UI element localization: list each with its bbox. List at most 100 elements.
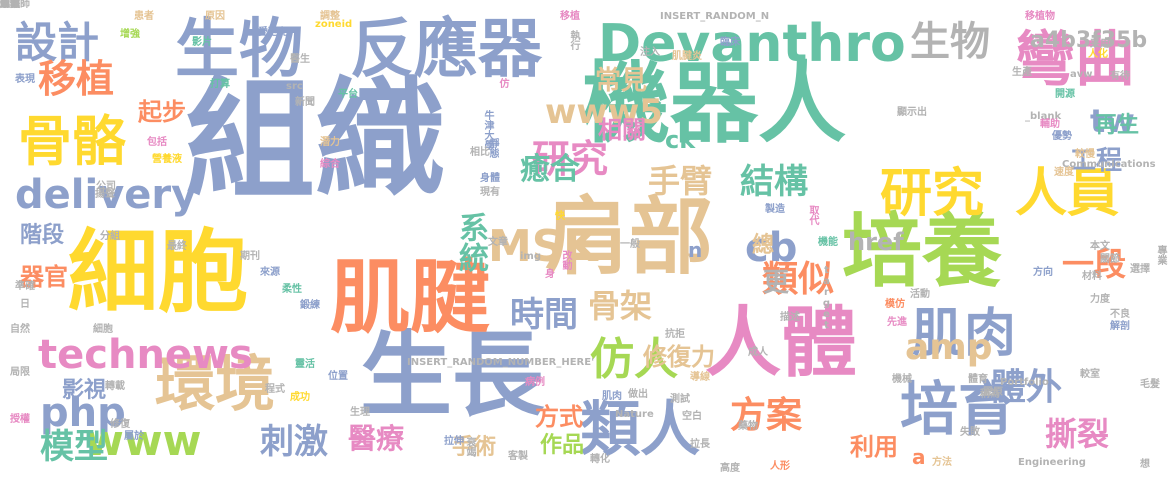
word-cjk-151: 高度 xyxy=(720,463,740,474)
word-cjk-87: 新聞 xyxy=(295,97,315,108)
word-cjk-15: 肌肉 xyxy=(912,304,1017,364)
word-portfolio: Portfolio xyxy=(1000,377,1049,388)
word-cjk-3: 人體 xyxy=(705,298,857,387)
word-cjk-134: 膠原 xyxy=(983,387,1003,398)
word-cjk-96: 牛津大學 xyxy=(482,110,493,150)
word-cjk-102: 身體 xyxy=(480,173,500,184)
word-cjk-32: 手臂 xyxy=(648,162,713,200)
word-cjk-94: 輔助 xyxy=(1040,119,1060,130)
word-delivery: delivery xyxy=(15,172,198,218)
word-cjk-178: 失敗 xyxy=(960,427,980,438)
word-cjk-84: 表現 xyxy=(15,74,35,85)
word-img: img xyxy=(520,251,542,262)
word-cjk-7: 肌腱 xyxy=(330,251,490,344)
word-cjk-188: 形成 xyxy=(0,0,20,10)
word-cjk-83: 人化 xyxy=(1088,49,1108,60)
word-cjk-166: 期刊 xyxy=(240,251,260,262)
word-cjk-142: 想 xyxy=(1140,459,1150,470)
word-cjk-64: 總 xyxy=(752,233,775,258)
word-cjk-137: 肌肉 xyxy=(602,391,622,402)
word-cjk-107: 速度 xyxy=(1054,167,1074,178)
word-cjk-5: 培養 xyxy=(842,205,1002,298)
word-cjk-95: 優勢 xyxy=(1052,131,1072,142)
word-devanthro: Devanthro xyxy=(598,14,906,74)
word-cjk-99: 潛力 xyxy=(320,137,340,148)
word-nature: Nature xyxy=(615,409,654,420)
word-cjk-111: 機能 xyxy=(818,237,838,248)
word-cjk-124: 成人 xyxy=(748,347,768,358)
word-cjk-26: 結構 xyxy=(740,162,808,202)
word-cjk-75: 影片 xyxy=(192,37,212,48)
word-cjk-69: 調整 xyxy=(320,11,340,22)
word-communications: Communications xyxy=(1062,159,1156,170)
word-cjk-34: 方案 xyxy=(730,395,803,436)
word-cjk-92: 顯示出 xyxy=(897,107,927,118)
word-cjk-110: 快 xyxy=(555,211,565,222)
word-n: n xyxy=(688,238,703,262)
word-cjk-147: 成功 xyxy=(290,392,310,403)
word-cjk-129: 導線 xyxy=(690,372,710,383)
word-target: target xyxy=(821,265,832,331)
word-cjk-51: 相關 xyxy=(598,116,646,144)
word-cjk-172: 局限 xyxy=(10,367,30,378)
word-cjk-139: 空白 xyxy=(682,411,702,422)
word-cjk-61: 器官 xyxy=(20,263,68,291)
word-cjk-130: 測試 xyxy=(670,394,690,405)
word-cjk-153: 相比 xyxy=(470,147,490,158)
word-cjk-33: 體外 xyxy=(990,367,1063,408)
word-insert-random-number-here: INSERT_RANDOM_NUMBER_HERE' xyxy=(407,357,595,368)
word-cjk-14: 培育 xyxy=(900,375,1017,443)
word-cjk-41: 模型 xyxy=(40,427,108,467)
word-a4b3f35b: a4b3f35b xyxy=(1030,28,1148,53)
word-cjk-180: 選擇 xyxy=(1130,264,1150,275)
word-cjk-175: 關節 xyxy=(1100,254,1120,265)
word-cjk-79: 臨床 xyxy=(720,37,740,48)
word-zoneid: zoneid xyxy=(315,19,353,30)
word-cjk-169: 準確 xyxy=(15,281,35,292)
word-cjk-19: 類人 xyxy=(580,395,700,465)
word-technews: technews xyxy=(38,332,253,378)
word-cjk-118: 方向 xyxy=(1033,267,1053,278)
word-cjk-9: 反應器 xyxy=(350,13,542,87)
word-cjk-155: 抗拒 xyxy=(665,329,685,340)
word-cjk-154: 鍛練 xyxy=(300,300,320,311)
word-cjk-56: 醫療 xyxy=(348,422,405,455)
word-cjk-2: 肩部 xyxy=(545,188,714,286)
word-cjk-115: 本文 xyxy=(1090,241,1110,252)
word-cjk-141: 人形 xyxy=(770,461,790,472)
word-cjk-46: 癒合 xyxy=(520,152,580,187)
word-cjk-48: 常見 xyxy=(595,66,648,96)
word-cjk-181: 毛髮 xyxy=(1140,379,1160,390)
word-cjk-144: 方法 xyxy=(932,457,952,468)
word-src: src xyxy=(286,81,303,92)
word-cjk-136: 生理 xyxy=(350,407,370,418)
word-ck: ck xyxy=(665,126,696,154)
word-cjk-160: 程式 xyxy=(265,384,285,395)
word-php: php xyxy=(40,390,126,436)
word-cjk-82: 生產 xyxy=(1012,67,1032,78)
word-cjk-152: 揚聲 xyxy=(95,189,115,200)
word-cjk-126: 靈活 xyxy=(295,359,315,370)
word-cjk-177: 拉長 xyxy=(690,439,710,450)
word-cjk-57: 方式 xyxy=(535,403,583,431)
word-cjk-174: 修復 xyxy=(110,419,130,430)
word-cjk-170: 日 xyxy=(20,299,30,310)
word-cjk-58: 作品 xyxy=(540,433,585,458)
word-cjk-20: 彎曲 xyxy=(1015,25,1135,95)
word-cjk-114: 改動 xyxy=(560,250,571,270)
word-cjk-50: 再生 xyxy=(1095,113,1140,138)
word-cjk-158: 描述 xyxy=(780,312,800,323)
word-cjk-113: 身 xyxy=(545,269,555,280)
word-cjk-163: 最終 xyxy=(167,241,187,252)
word-cjk-145: 授權 xyxy=(10,414,30,425)
word-cjk-55: 影視 xyxy=(62,378,107,403)
word-cjk-13: 環境 xyxy=(155,350,275,420)
word-insert-random-n: INSERT_RANDOM_N xyxy=(660,11,770,22)
word-cjk-135: 較室 xyxy=(1080,369,1100,380)
word-cjk-185: 工程師 xyxy=(0,0,30,10)
word-cjk-106: 較慢 xyxy=(1075,149,1095,160)
word-cjk-23: 生物 xyxy=(910,19,990,65)
word-cjk-60: 利用 xyxy=(850,433,898,461)
word-cjk-123: 細胞 xyxy=(93,324,113,335)
